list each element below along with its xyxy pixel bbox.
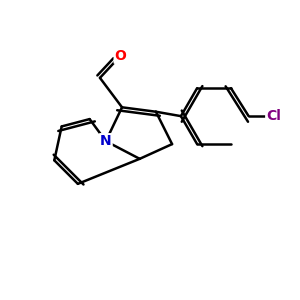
Text: Cl: Cl xyxy=(266,109,281,123)
Text: O: O xyxy=(115,49,127,63)
Text: N: N xyxy=(100,134,112,148)
